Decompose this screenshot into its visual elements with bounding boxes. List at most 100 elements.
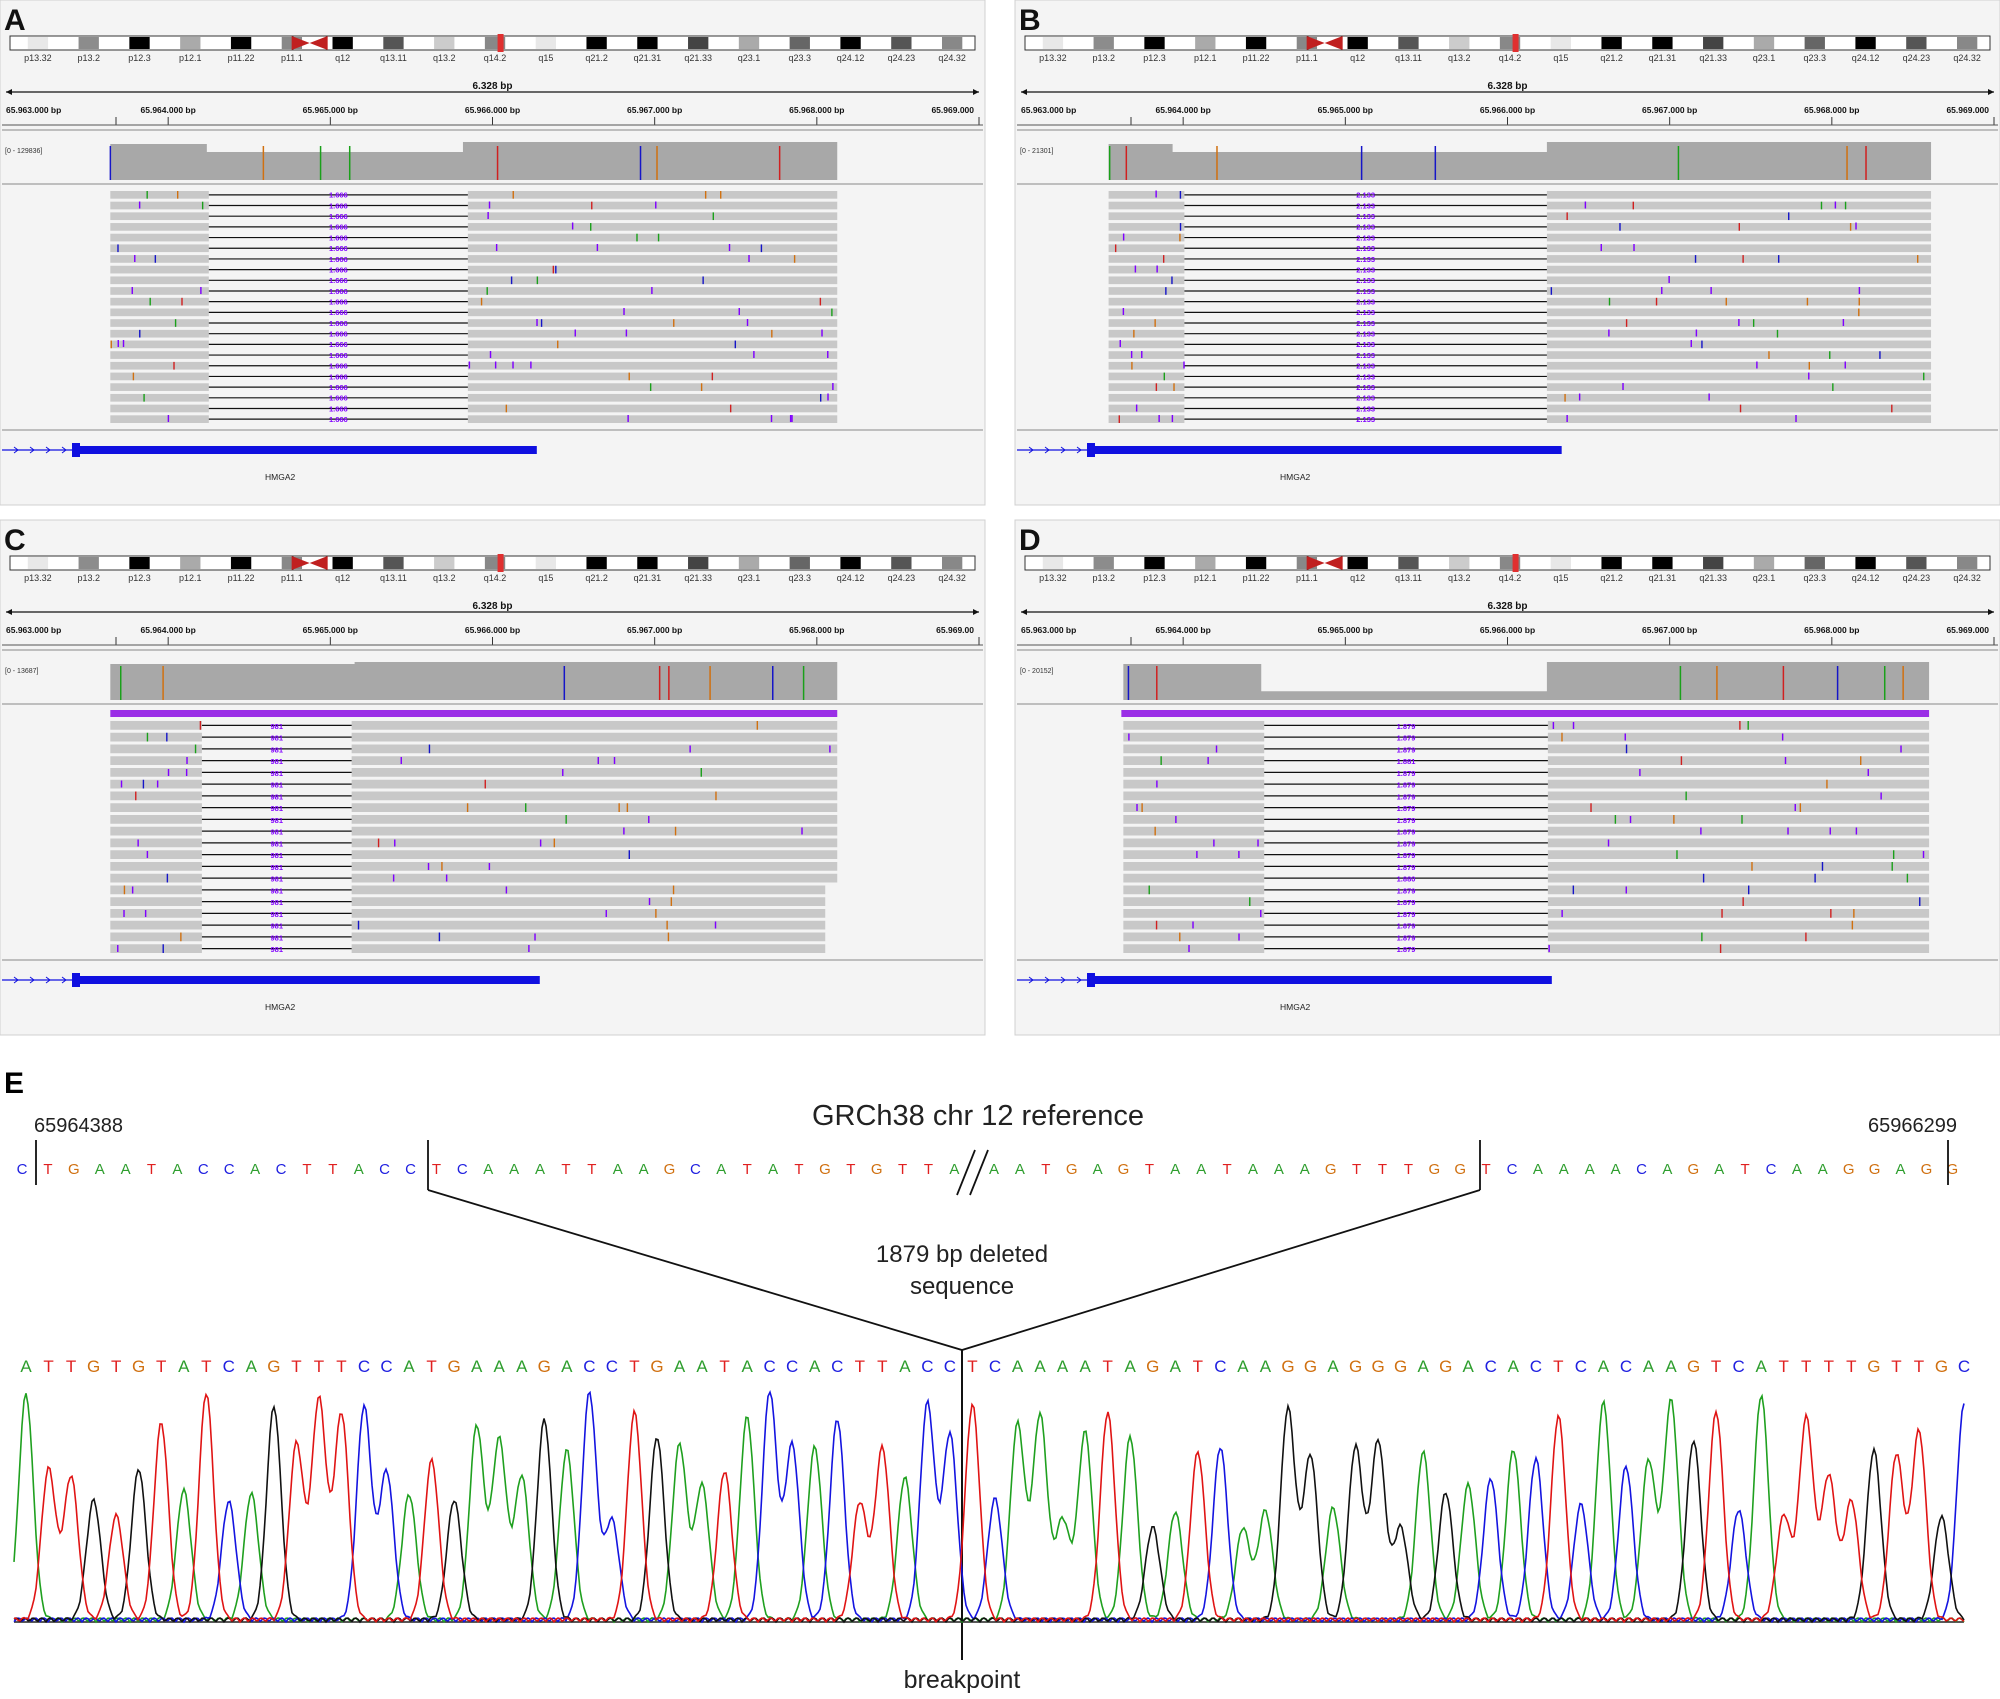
insertion-marker: I: [1855, 827, 1858, 838]
chromatogram-base: G: [1146, 1357, 1159, 1376]
ruler-tick-label: 65.965.000 bp: [303, 625, 358, 635]
ideogram-band: [1449, 37, 1470, 49]
reference-base: A: [1559, 1161, 1569, 1178]
ideogram-band-label: p13.2: [77, 53, 100, 63]
chromatogram-base: A: [1125, 1357, 1137, 1376]
insertion-marker: I: [133, 254, 136, 265]
chromatogram-base: T: [43, 1357, 53, 1376]
deletion-size-label: 2.133: [1356, 319, 1375, 328]
insertion-marker: I: [625, 329, 628, 340]
insertion-marker: I: [1578, 393, 1581, 404]
ideogram-band: [789, 557, 810, 569]
ideogram-band: [1652, 557, 1673, 569]
deletion-size-label: 1.666: [329, 244, 348, 253]
insertion-marker: I: [138, 200, 141, 211]
aligned-read-right: [467, 244, 838, 253]
breakpoint-label: breakpoint: [904, 1666, 1021, 1694]
chromatogram-base: G: [1371, 1357, 1384, 1376]
strand-arrow-icon: [1044, 976, 1050, 984]
ruler-tick-label: 65.966.000 bp: [465, 625, 520, 635]
gap-slash-icon: [969, 1149, 989, 1196]
deletion-size-label: 1.666: [329, 223, 348, 232]
insertion-marker: I: [1633, 243, 1636, 254]
chromatogram-base: C: [380, 1357, 392, 1376]
aligned-read-left: [1123, 944, 1265, 953]
deletion-size-label: 981: [271, 722, 284, 731]
aligned-read-right: [351, 897, 826, 906]
panel-background: [1014, 519, 2000, 1036]
aligned-read-right: [1547, 779, 1930, 789]
aligned-read-right: [351, 732, 838, 742]
insertion-marker: I: [1566, 414, 1569, 425]
insertion-marker: I: [393, 838, 396, 849]
insertion-marker: I: [1842, 318, 1845, 329]
reference-base: G: [819, 1161, 831, 1178]
strand-arrow-icon: [1076, 976, 1082, 984]
reference-base: T: [1378, 1161, 1387, 1178]
insertion-marker: I: [117, 339, 120, 350]
chromatogram-base: C: [358, 1357, 370, 1376]
deletion-size-label: 1.881: [1397, 757, 1416, 766]
deletion-size-label: 1.879: [1397, 804, 1416, 813]
insertion-marker: I: [199, 286, 202, 297]
deletion-size-label: 1.879: [1397, 933, 1416, 942]
ideogram-band-label: q15: [538, 53, 553, 63]
aligned-read-left: [110, 233, 209, 242]
aligned-read-right: [351, 944, 826, 953]
gene-utr: [1093, 976, 1552, 984]
aligned-read-left: [110, 815, 202, 824]
deletion-size-label: 981: [271, 851, 284, 860]
insertion-marker: I: [1855, 222, 1858, 233]
centromere-icon: [1306, 36, 1343, 50]
ideogram-band: [1449, 557, 1470, 569]
aligned-read-right: [1547, 768, 1930, 777]
aligned-read-right: [1547, 850, 1930, 859]
insertion-marker: I: [137, 838, 140, 849]
chromatogram-trace: [13, 1389, 1965, 1624]
aligned-read-left: [110, 791, 202, 801]
deletion-size-label: 981: [271, 757, 284, 766]
chromatogram-base: G: [132, 1357, 145, 1376]
deletion-size-label: 2.133: [1356, 383, 1375, 392]
chromatogram-base: G: [1439, 1357, 1452, 1376]
insertion-marker: I: [1122, 232, 1125, 243]
insertion-marker: I: [622, 827, 625, 838]
ideogram-band: [1550, 37, 1571, 49]
insertion-marker: I: [185, 768, 188, 779]
chromatogram-base: G: [1867, 1357, 1880, 1376]
chromatogram-base: T: [1801, 1357, 1811, 1376]
deletion-size-label: 1.879: [1397, 722, 1416, 731]
insertion-marker: I: [597, 756, 600, 767]
ideogram-band-label: q24.32: [1953, 53, 1981, 63]
chromatogram-base: G: [267, 1357, 280, 1376]
chromatogram-base: T: [719, 1357, 729, 1376]
ideogram-band: [230, 37, 252, 49]
reference-base: T: [794, 1161, 803, 1178]
deletion-size-label: 981: [271, 828, 284, 837]
insertion-marker: I: [1195, 850, 1198, 861]
aligned-read-left: [1123, 909, 1265, 918]
insertion-marker: I: [1215, 744, 1218, 755]
ideogram-band-label: q21.2: [585, 573, 608, 583]
reference-base: A: [1196, 1161, 1206, 1178]
ideogram-band-label: q23.1: [738, 53, 761, 63]
ideogram-band-label: q21.33: [684, 573, 712, 583]
insertion-marker: I: [144, 909, 147, 920]
chromatogram-base: G: [650, 1357, 663, 1376]
deletion-size-label: 1.879: [1397, 828, 1416, 837]
deletion-size-label: 1.666: [329, 340, 348, 349]
panel-letter-d: D: [1019, 524, 1041, 557]
ideogram-band: [129, 37, 150, 49]
aligned-read-right: [1547, 838, 1930, 848]
deletion-size-label: 1.666: [329, 298, 348, 307]
aligned-read-right: [1546, 276, 1932, 285]
insertion-marker: I: [156, 780, 159, 791]
chromatogram-base: A: [1756, 1357, 1768, 1376]
deletion-size-label: 981: [271, 781, 284, 790]
reference-base: T: [1404, 1161, 1413, 1178]
ideogram-band: [738, 37, 760, 49]
aligned-read-left: [1108, 244, 1185, 253]
insertion-marker: I: [1188, 944, 1191, 955]
